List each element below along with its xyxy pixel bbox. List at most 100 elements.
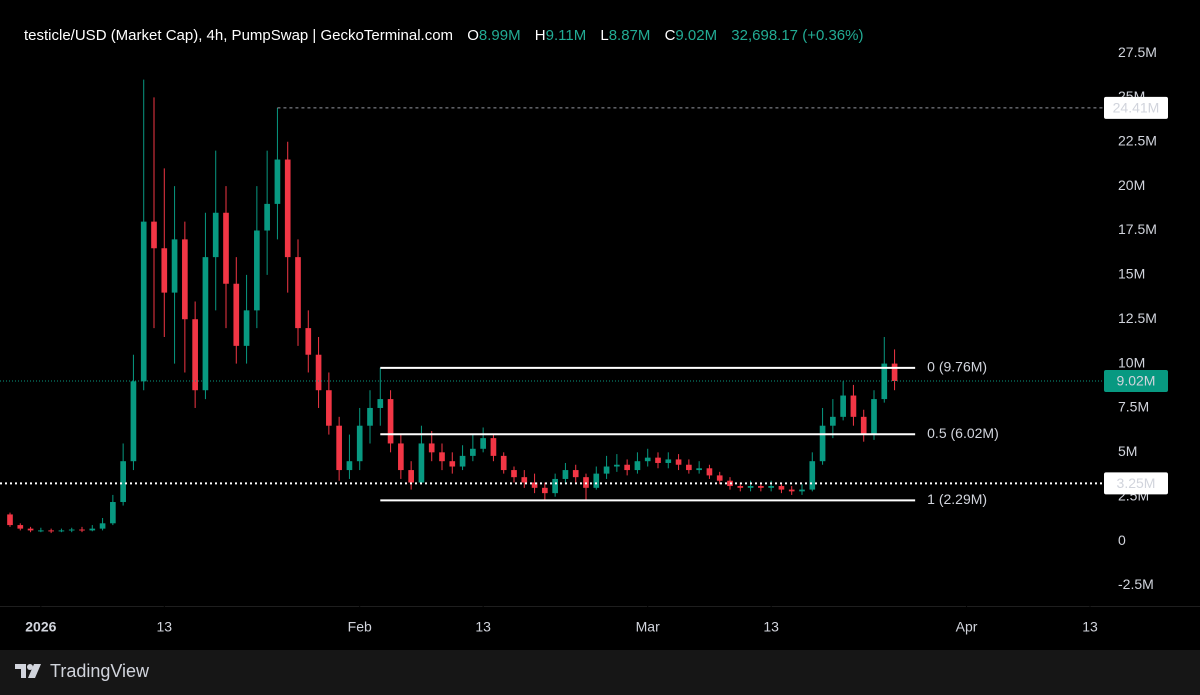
ohlc-key: L bbox=[600, 27, 609, 44]
candle-body bbox=[500, 455, 507, 471]
candle-body bbox=[716, 475, 723, 481]
candle-body bbox=[27, 528, 34, 531]
candle-body bbox=[449, 461, 456, 467]
candle-body bbox=[315, 354, 322, 391]
x-tick-label: 13 bbox=[763, 619, 779, 635]
candle-body bbox=[110, 502, 116, 524]
ohlc-key: C bbox=[664, 27, 676, 44]
y-tick-label: 22.5M bbox=[1118, 132, 1157, 148]
candle-body bbox=[840, 395, 846, 417]
x-tick-label: Apr bbox=[956, 619, 978, 635]
candle-body bbox=[17, 525, 24, 529]
footer: TradingView bbox=[14, 658, 149, 684]
candle-body bbox=[552, 478, 558, 494]
change: 32,698.17 (+0.36%) bbox=[731, 27, 864, 44]
y-tick-label: 0 bbox=[1118, 532, 1126, 548]
candle-body bbox=[336, 425, 342, 471]
candle-body bbox=[367, 407, 373, 426]
brand: TradingView bbox=[50, 660, 150, 681]
y-tick-label: 7.5M bbox=[1118, 399, 1149, 415]
candle-body bbox=[747, 486, 754, 488]
candle-body bbox=[686, 464, 692, 471]
x-tick-label: Mar bbox=[636, 619, 660, 635]
candle-body bbox=[809, 461, 816, 490]
candle-body bbox=[819, 425, 826, 462]
candle-body bbox=[850, 395, 857, 417]
candle-body bbox=[346, 461, 353, 471]
price-labels: 24.41M 3.25M 9.02M bbox=[1104, 96, 1168, 495]
candle-body bbox=[79, 529, 85, 531]
candle-body bbox=[788, 489, 795, 492]
candle-body bbox=[665, 459, 672, 463]
drawings: 0 (9.76M) 0.5 (6.02M) 1 (2.29M) bbox=[0, 107, 1104, 507]
candle-body bbox=[223, 212, 229, 284]
candle-body bbox=[408, 470, 414, 483]
candle-body bbox=[634, 461, 641, 471]
candle-body bbox=[480, 438, 486, 449]
price-label: 24.41M bbox=[1113, 100, 1160, 116]
x-tick-label: 13 bbox=[156, 619, 172, 635]
y-tick-label: 10M bbox=[1118, 354, 1145, 370]
candle-body bbox=[531, 482, 538, 488]
candle-body bbox=[603, 466, 610, 474]
candle-body bbox=[212, 212, 219, 258]
candle-body bbox=[305, 328, 312, 355]
candle-body bbox=[860, 416, 867, 435]
ohlc-value: 8.99M bbox=[478, 27, 521, 44]
candle-body bbox=[572, 470, 579, 478]
chart-background bbox=[0, 0, 1200, 650]
candle-body bbox=[758, 486, 764, 488]
price-label: 3.25M bbox=[1117, 475, 1156, 491]
x-tick-label: 13 bbox=[1082, 619, 1098, 635]
candles bbox=[7, 79, 898, 534]
candle-body bbox=[68, 529, 75, 531]
candle-body bbox=[428, 443, 435, 453]
candle-body bbox=[356, 425, 363, 462]
price-label: 9.02M bbox=[1117, 373, 1156, 389]
candle-body bbox=[439, 452, 445, 462]
candle-body bbox=[58, 530, 65, 532]
candle-body bbox=[418, 443, 425, 483]
candle-body bbox=[99, 523, 106, 529]
y-tick-label: 20M bbox=[1118, 177, 1145, 193]
candle-body bbox=[295, 257, 301, 329]
y-tick-label: 15M bbox=[1118, 266, 1145, 282]
candle-body bbox=[737, 486, 744, 488]
candle-body bbox=[264, 203, 270, 231]
ticks: -2.5M02.5M5M7.5M10M12.5M15M17.5M20M22.5M… bbox=[25, 44, 1157, 635]
candle-body bbox=[655, 457, 661, 463]
y-tick-label: 17.5M bbox=[1118, 221, 1157, 237]
price-label-box bbox=[1104, 472, 1168, 495]
price-label-box bbox=[1104, 369, 1168, 392]
candle-body bbox=[38, 530, 44, 532]
price-label-box bbox=[1104, 96, 1168, 119]
candle-body bbox=[120, 461, 126, 503]
fib-label: 0.5 (6.02M) bbox=[927, 425, 999, 441]
candle-body bbox=[459, 455, 466, 467]
candle-body bbox=[511, 470, 517, 478]
symbol-title: testicle/USD (Market Cap), 4h, PumpSwap … bbox=[24, 27, 454, 44]
candle-body bbox=[387, 399, 394, 444]
chart: -2.5M02.5M5M7.5M10M12.5M15M17.5M20M22.5M… bbox=[0, 0, 1200, 650]
y-tick-label: 12.5M bbox=[1118, 310, 1157, 326]
candle-body bbox=[614, 464, 620, 467]
candle-body bbox=[830, 416, 836, 426]
x-tick-label: 2026 bbox=[25, 619, 56, 635]
candle-body bbox=[284, 159, 291, 258]
ohlc-value: 8.87M bbox=[608, 27, 651, 44]
candle-body bbox=[799, 489, 805, 492]
y-tick-label: 27.5M bbox=[1118, 44, 1157, 60]
candle-body bbox=[490, 438, 497, 456]
candle-body bbox=[89, 528, 96, 531]
candle-body bbox=[891, 363, 898, 381]
candle-body bbox=[254, 230, 260, 311]
candle-body bbox=[7, 514, 13, 526]
logo bbox=[15, 664, 41, 678]
candle-body bbox=[398, 443, 404, 471]
candle-body bbox=[140, 221, 147, 382]
candle-body bbox=[881, 363, 888, 400]
candle-body bbox=[624, 464, 630, 471]
candle-body bbox=[243, 310, 250, 346]
candle-body bbox=[521, 477, 528, 483]
